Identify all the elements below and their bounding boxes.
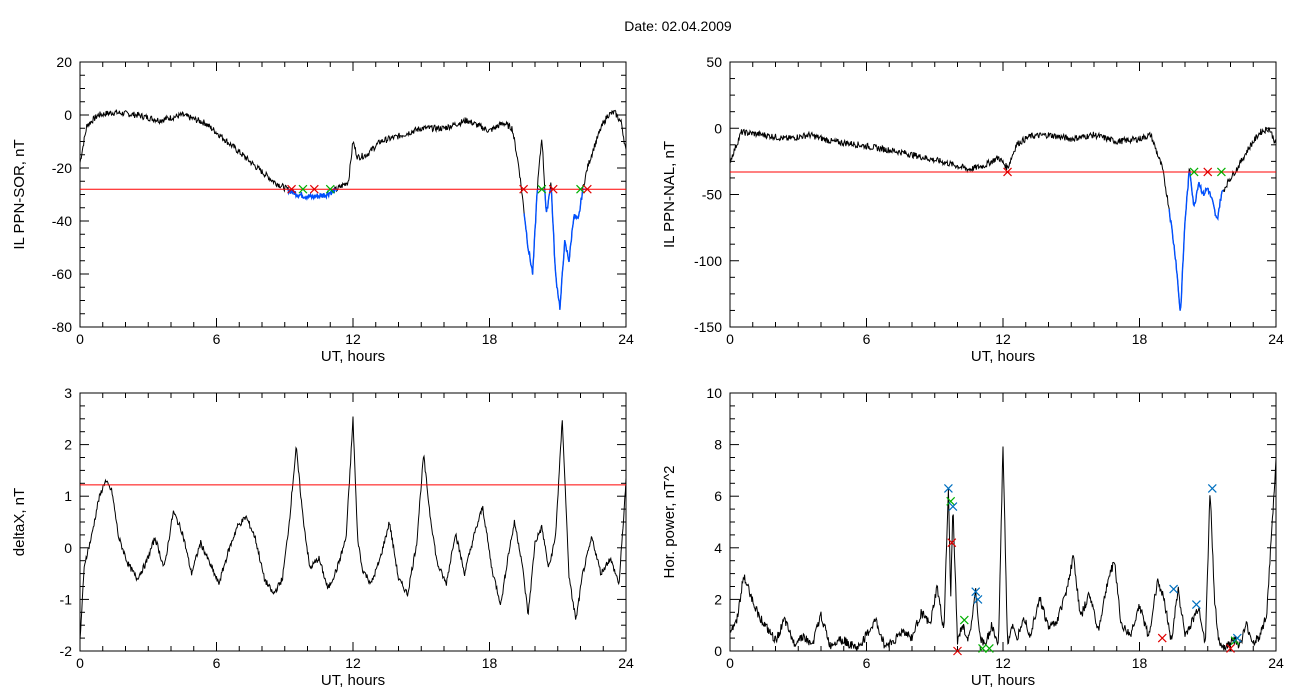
y-tick-label: -20 [52, 160, 72, 176]
peak-marker [971, 587, 981, 597]
y-tick-label: -150 [694, 319, 722, 335]
x-tick-label: 0 [76, 655, 84, 671]
peak-marker [1226, 643, 1235, 653]
peak-marker [984, 643, 994, 653]
crossing-marker [325, 184, 335, 194]
figure-title: Date: 02.04.2009 [624, 18, 732, 34]
x-tick-label: 6 [213, 655, 221, 671]
series-line [80, 109, 626, 310]
crossing-marker [298, 184, 308, 194]
y-tick-label: -80 [52, 319, 72, 335]
crossing-marker [1003, 167, 1012, 177]
y-tick-label: 20 [56, 54, 72, 70]
x-tick-label: 18 [482, 331, 498, 347]
series-line [730, 126, 1276, 311]
crossing-marker [1216, 167, 1226, 177]
y-tick-label: 4 [714, 540, 722, 556]
x-tick-label: 12 [345, 655, 361, 671]
crossing-marker [519, 184, 529, 194]
x-tick-label: 18 [482, 655, 498, 671]
crossing-marker [548, 184, 558, 194]
y-tick-label: 0 [64, 107, 72, 123]
peak-marker [1169, 584, 1179, 594]
y-tick-label: -50 [702, 187, 722, 203]
x-tick-label: 24 [1268, 655, 1284, 671]
peak-marker [1157, 633, 1167, 643]
x-tick-label: 18 [1132, 331, 1148, 347]
x-axis-label: UT, hours [971, 348, 1035, 365]
panel-ppn-sor: 0 6 12 18 24 -80 -60 -40 -20 0 20 UT, hours IL PPN-S… [11, 54, 634, 365]
peak-marker [1232, 633, 1242, 643]
highlight-segment [1168, 171, 1224, 311]
x-tick-label: 6 [863, 331, 871, 347]
y-axis-label: IL PPN-SOR, nT [11, 139, 28, 249]
series-line [730, 446, 1276, 651]
y-tick-label: -1 [60, 591, 73, 607]
crossing-marker [309, 184, 319, 194]
y-tick-label: 10 [706, 385, 722, 401]
x-tick-label: 6 [863, 655, 871, 671]
peak-marker [1191, 600, 1201, 609]
highlight-segment [287, 187, 338, 201]
x-tick-label: 12 [995, 655, 1011, 671]
x-tick-label: 0 [76, 331, 84, 347]
y-axis-label: Hor. power, nT^2 [661, 466, 678, 579]
y-tick-label: 3 [64, 385, 72, 401]
peak-marker [973, 594, 983, 604]
y-tick-label: -100 [694, 253, 722, 269]
y-tick-label: 0 [714, 120, 722, 136]
y-tick-label: 8 [714, 437, 722, 453]
x-tick-label: 0 [726, 331, 734, 347]
crossing-marker [537, 184, 547, 194]
plot-frame [79, 61, 627, 328]
peak-marker [943, 484, 953, 493]
peak-marker [948, 502, 958, 511]
x-axis-label: UT, hours [321, 348, 385, 365]
crossing-marker [582, 184, 592, 194]
y-tick-label: 50 [706, 54, 722, 70]
y-tick-label: 0 [64, 540, 72, 556]
crossing-marker [576, 184, 585, 194]
peak-marker [946, 496, 956, 506]
crossing-marker [1189, 167, 1199, 177]
y-axis-label: IL PPN-NAL, nT [661, 141, 678, 248]
y-tick-label: 6 [714, 488, 722, 504]
peak-marker [953, 646, 962, 656]
x-tick-label: 6 [213, 331, 221, 347]
crossing-marker [1203, 167, 1213, 177]
peak-marker [1207, 484, 1217, 493]
crossing-marker [287, 184, 296, 194]
plot-frame [729, 61, 1277, 328]
x-tick-label: 24 [1268, 331, 1284, 347]
x-tick-label: 24 [618, 331, 634, 347]
peak-marker [978, 643, 987, 653]
panel-ppn-nal: 0 6 12 18 24 -150 -100 -50 0 50 UT, hours IL PPN-NA… [661, 54, 1284, 365]
x-tick-label: 18 [1132, 655, 1148, 671]
y-tick-label: 2 [64, 437, 72, 453]
series-line [80, 416, 626, 640]
highlight-segment [523, 188, 588, 310]
x-axis-label: UT, hours [321, 672, 385, 689]
y-tick-label: 1 [64, 488, 72, 504]
y-tick-label: -60 [52, 266, 72, 282]
x-tick-label: 0 [726, 655, 734, 671]
x-tick-label: 24 [618, 655, 634, 671]
peak-marker [947, 538, 957, 548]
x-tick-label: 12 [345, 331, 361, 347]
y-tick-label: -2 [60, 643, 73, 659]
y-tick-label: 0 [714, 643, 722, 659]
x-tick-label: 12 [995, 331, 1011, 347]
y-axis-label: deltaX, nT [11, 488, 28, 556]
y-tick-label: -40 [52, 213, 72, 229]
x-axis-label: UT, hours [971, 672, 1035, 689]
plot-frame [729, 392, 1277, 652]
peak-marker [959, 615, 969, 625]
y-tick-label: 2 [714, 591, 722, 607]
